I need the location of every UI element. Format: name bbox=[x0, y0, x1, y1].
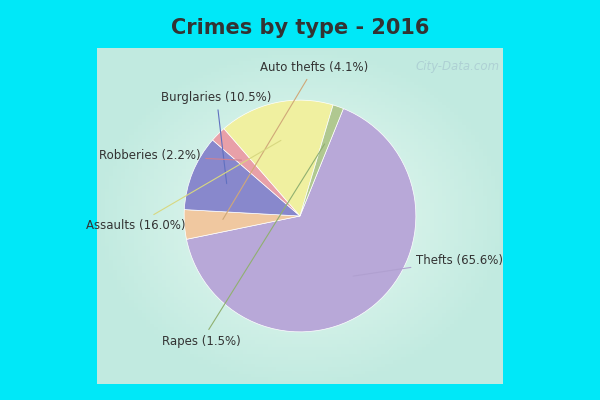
Text: Robberies (2.2%): Robberies (2.2%) bbox=[98, 149, 241, 162]
Wedge shape bbox=[212, 129, 300, 216]
Text: City-Data.com: City-Data.com bbox=[415, 60, 499, 72]
Text: Auto thefts (4.1%): Auto thefts (4.1%) bbox=[223, 61, 368, 220]
Wedge shape bbox=[184, 140, 300, 216]
Text: Crimes by type - 2016: Crimes by type - 2016 bbox=[171, 18, 429, 38]
Wedge shape bbox=[184, 210, 300, 239]
Text: Rapes (1.5%): Rapes (1.5%) bbox=[162, 144, 325, 348]
Text: Assaults (16.0%): Assaults (16.0%) bbox=[86, 140, 281, 232]
Wedge shape bbox=[300, 105, 343, 216]
Text: Burglaries (10.5%): Burglaries (10.5%) bbox=[161, 91, 272, 184]
Wedge shape bbox=[224, 100, 333, 216]
Text: Thefts (65.6%): Thefts (65.6%) bbox=[353, 254, 503, 276]
Wedge shape bbox=[187, 108, 416, 332]
